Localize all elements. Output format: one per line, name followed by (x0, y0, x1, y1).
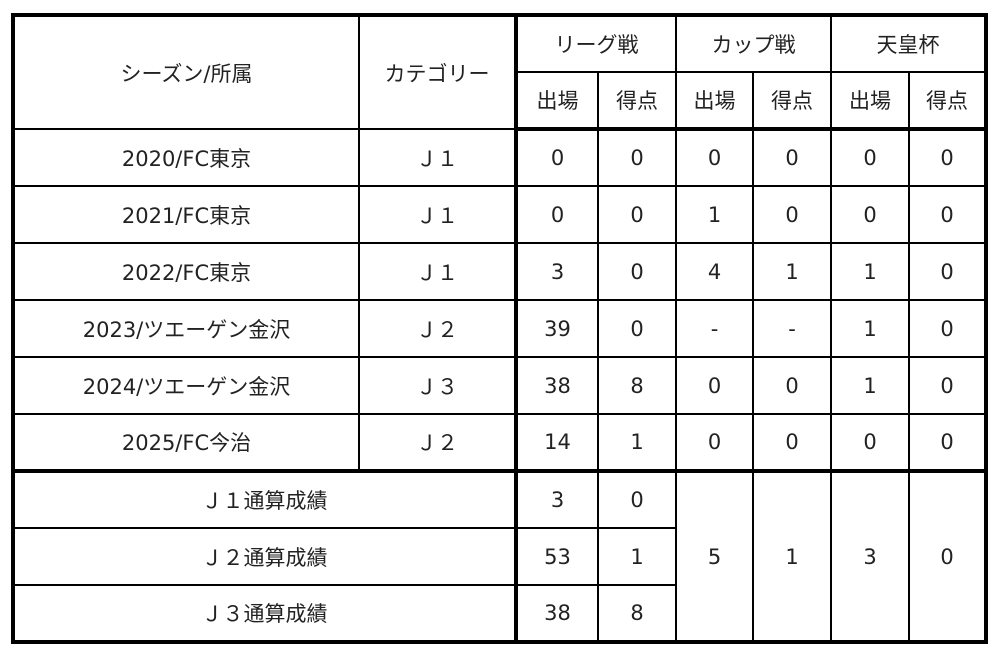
stat-cell: - (675, 299, 754, 358)
stat-cell: 0 (908, 128, 987, 187)
stat-cell: 0 (675, 356, 754, 415)
header-sub: 得点 (908, 71, 987, 131)
total-label: Ｊ１通算成績 (12, 470, 517, 529)
header-emperors-cup: 天皇杯 (830, 14, 987, 73)
stat-cell: 0 (908, 242, 987, 301)
stat-cell: 8 (597, 356, 677, 415)
season-cell: 2025/FC今治 (12, 413, 360, 473)
total-emperor-goals: 0 (908, 470, 987, 643)
header-category: カテゴリー (358, 14, 517, 130)
stat-cell: 0 (908, 299, 987, 358)
header-league: リーグ戦 (514, 14, 677, 73)
season-cell: 2024/ツエーゲン金沢 (12, 356, 360, 415)
stat-cell: 0 (675, 128, 754, 187)
table-row: 2023/ツエーゲン金沢 Ｊ２ 39 0- -1 0 (12, 299, 987, 358)
stat-cell: 1 (752, 242, 832, 301)
stat-cell: 0 (752, 128, 832, 187)
category-cell: Ｊ２ (358, 413, 517, 473)
stat-cell: 0 (830, 128, 910, 187)
stat-cell: 0 (597, 299, 677, 358)
stat-cell: 0 (908, 356, 987, 415)
header-sub: 出場 (675, 71, 754, 131)
header-sub: 出場 (830, 71, 910, 131)
category-cell: Ｊ１ (358, 128, 517, 187)
season-cell: 2021/FC東京 (12, 185, 360, 244)
total-goals: 1 (597, 527, 677, 586)
total-label: Ｊ３通算成績 (12, 584, 517, 643)
category-cell: Ｊ２ (358, 299, 517, 358)
category-cell: Ｊ１ (358, 185, 517, 244)
stat-cell: 1 (675, 185, 754, 244)
total-cup-goals: 1 (752, 470, 832, 643)
header-sub: 出場 (514, 71, 599, 131)
stat-cell: 0 (752, 185, 832, 244)
stat-cell: 1 (597, 413, 677, 473)
category-cell: Ｊ３ (358, 356, 517, 415)
total-goals: 0 (597, 470, 677, 529)
header-sub: 得点 (597, 71, 677, 131)
stat-cell: 14 (514, 413, 599, 473)
career-stats-table: シーズン/所属 カテゴリー リーグ戦 カップ戦 天皇杯 出場 得点 出場 得点 … (11, 13, 988, 644)
season-cell: 2023/ツエーゲン金沢 (12, 299, 360, 358)
total-apps: 3 (514, 470, 599, 529)
total-apps: 53 (514, 527, 599, 586)
stat-cell: 0 (675, 413, 754, 473)
stat-cell: 0 (830, 413, 910, 473)
total-apps: 38 (514, 584, 599, 643)
stat-cell: 39 (514, 299, 599, 358)
season-cell: 2022/FC東京 (12, 242, 360, 301)
header-sub: 得点 (752, 71, 832, 131)
category-cell: Ｊ１ (358, 242, 517, 301)
total-cup-apps: 5 (675, 470, 754, 643)
header-cup: カップ戦 (675, 14, 832, 73)
stat-cell: 0 (908, 413, 987, 473)
stat-cell: 0 (514, 128, 599, 187)
stat-cell: 4 (675, 242, 754, 301)
stat-cell: - (752, 299, 832, 358)
stat-cell: 1 (830, 242, 910, 301)
stat-cell: 0 (597, 242, 677, 301)
stat-cell: 0 (830, 185, 910, 244)
stat-cell: 1 (830, 299, 910, 358)
season-cell: 2020/FC東京 (12, 128, 360, 187)
total-goals: 8 (597, 584, 677, 643)
stat-cell: 38 (514, 356, 599, 415)
table-row: 2022/FC東京 Ｊ１ 3 0 4 1 1 0 (12, 242, 987, 301)
stat-cell: 0 (514, 185, 599, 244)
header-season: シーズン/所属 (12, 14, 360, 130)
stat-cell: 0 (597, 185, 677, 244)
total-emperor-apps: 3 (830, 470, 910, 643)
total-label: Ｊ２通算成績 (12, 527, 517, 586)
table-row: 2025/FC今治 Ｊ２ 14 1 0 0 0 0 (12, 413, 987, 473)
table-row: 2021/FC東京 Ｊ１ 0 0 1 0 0 0 (12, 185, 987, 244)
table-row: 2024/ツエーゲン金沢 Ｊ３ 38 8 0 0 1 0 (12, 356, 987, 415)
stat-cell: 0 (597, 128, 677, 187)
stat-cell: 0 (752, 356, 832, 415)
stat-cell: 3 (514, 242, 599, 301)
stat-cell: 1 (830, 356, 910, 415)
stat-cell: 0 (908, 185, 987, 244)
table-row: 2020/FC東京 Ｊ１ 0 0 0 0 0 0 (12, 128, 987, 187)
stat-cell: 0 (752, 413, 832, 473)
